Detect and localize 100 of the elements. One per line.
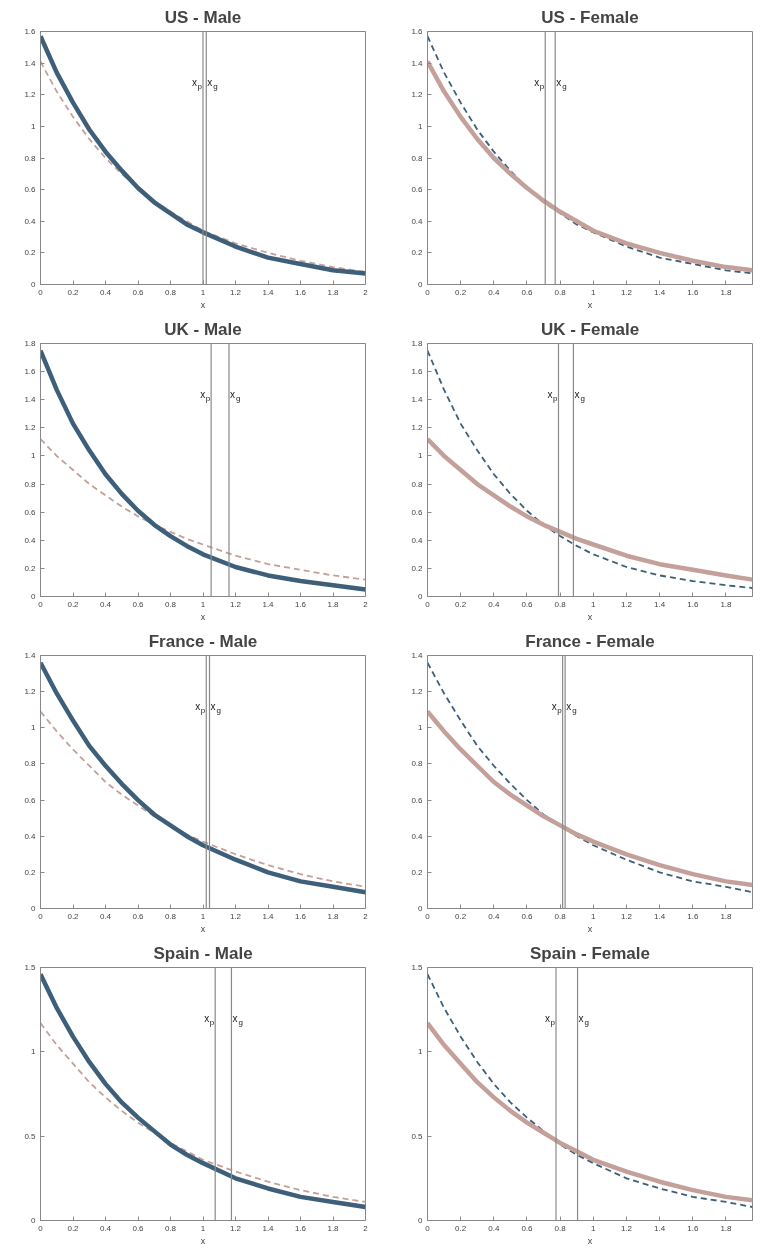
x-tick-label: 0.2 — [455, 599, 467, 609]
x-tick-label: 1.8 — [720, 1223, 733, 1233]
x-tick-label: 0.6 — [132, 1223, 145, 1233]
y-tick-label: 0.2 — [411, 867, 424, 877]
x-tick-label: 0.6 — [521, 911, 534, 921]
y-tick-label: 1.2 — [411, 687, 424, 697]
y-tick-label: 0.2 — [24, 248, 37, 258]
x-tick-label: 1.8 — [720, 911, 733, 921]
y-tick-label: 1.4 — [24, 395, 37, 405]
y-tick-label: 0.8 — [411, 479, 424, 489]
x-tick-label: 0.4 — [99, 911, 112, 921]
x-tick-label: 1.4 — [654, 287, 666, 297]
x-tick-label: 0 — [38, 911, 44, 921]
y-tick-label: 0.4 — [411, 216, 424, 226]
x-tick-label: 0.8 — [164, 911, 177, 921]
x-tick-label: 0.4 — [488, 287, 500, 297]
x-tick-label: 0.8 — [164, 599, 177, 609]
y-tick-label: 1.4 — [411, 651, 424, 660]
y-tick-label: 0.6 — [411, 185, 424, 195]
x-tick-label: 0.6 — [521, 599, 534, 609]
x-tick-label: 1.8 — [327, 599, 340, 609]
y-tick-label: 0.4 — [411, 535, 424, 545]
x-axis-title: x — [200, 1235, 206, 1246]
x-tick-label: 1 — [591, 911, 597, 921]
x-tick-label: 1.2 — [229, 911, 242, 921]
x-tick-label: 0.8 — [554, 911, 567, 921]
y-tick-label: 1.6 — [411, 27, 424, 36]
chart-title: France - Male — [148, 631, 258, 651]
x-tick-label: 0.4 — [99, 1223, 112, 1233]
y-tick-label: 1 — [418, 451, 424, 461]
x-axis-title: x — [587, 299, 593, 310]
x-tick-label: 1 — [591, 287, 597, 297]
x-tick-label: 1.8 — [327, 911, 340, 921]
x-tick-label: 0.6 — [132, 287, 145, 297]
y-tick-label: 0 — [31, 1216, 37, 1225]
y-tick-label: 0.6 — [411, 795, 424, 805]
y-tick-label: 1.4 — [24, 58, 37, 68]
y-tick-label: 0.4 — [24, 216, 37, 226]
x-axis-title: x — [587, 923, 593, 934]
x-tick-label: 0.2 — [67, 1223, 80, 1233]
y-tick-label: 1.4 — [411, 395, 424, 405]
x-tick-label: 1.2 — [620, 911, 633, 921]
y-tick-label: 1.2 — [24, 90, 37, 100]
x-tick-label: 1.4 — [654, 911, 666, 921]
x-tick-label: 0.4 — [99, 599, 112, 609]
x-tick-label: 1.6 — [687, 287, 699, 297]
chart-title: France - Female — [525, 631, 655, 651]
y-tick-label: 1.6 — [24, 27, 37, 36]
x-tick-label: 1.6 — [687, 1223, 699, 1233]
x-tick-label: 0.6 — [132, 599, 145, 609]
x-tick-label: 0.2 — [67, 911, 80, 921]
chart-title: UK - Male — [164, 319, 242, 339]
x-tick-label: 1.4 — [654, 1223, 666, 1233]
x-axis-title: x — [587, 611, 593, 622]
y-tick-label: 1.5 — [24, 963, 37, 972]
y-tick-label: 1.4 — [411, 58, 424, 68]
x-tick-label: 0 — [38, 599, 44, 609]
x-tick-label: 1.2 — [620, 287, 633, 297]
x-tick-label: 0.8 — [164, 1223, 177, 1233]
x-tick-label: 1 — [200, 1223, 206, 1233]
y-tick-label: 1.8 — [411, 339, 424, 348]
y-tick-label: 1.2 — [411, 90, 424, 100]
x-tick-label: 1 — [200, 599, 206, 609]
chart-title: Spain - Male — [153, 943, 253, 963]
y-tick-label: 1 — [418, 121, 424, 131]
x-tick-label: 0.8 — [164, 287, 177, 297]
x-tick-label: 0.8 — [554, 287, 567, 297]
x-tick-label: 0.6 — [132, 911, 145, 921]
y-tick-label: 1.2 — [24, 423, 37, 433]
x-tick-label: 0.2 — [67, 599, 80, 609]
x-tick-label: 0.4 — [488, 599, 500, 609]
y-tick-label: 0 — [31, 904, 37, 913]
x-tick-label: 0.4 — [488, 1223, 500, 1233]
y-tick-label: 1.2 — [411, 423, 424, 433]
x-tick-label: 0.6 — [521, 287, 534, 297]
y-tick-label: 0.4 — [411, 831, 424, 841]
x-tick-label: 0.8 — [554, 1223, 567, 1233]
x-tick-label: 1.8 — [720, 599, 733, 609]
y-tick-label: 1 — [31, 451, 37, 461]
y-tick-label: 1 — [418, 1047, 424, 1057]
y-tick-label: 0.4 — [24, 535, 37, 545]
y-tick-label: 0.8 — [411, 153, 424, 163]
x-tick-label: 1.2 — [229, 1223, 242, 1233]
y-tick-label: 0.2 — [24, 563, 37, 573]
x-tick-label: 0.4 — [488, 911, 500, 921]
x-tick-label: 0 — [425, 1223, 431, 1233]
y-tick-label: 0.6 — [24, 507, 37, 517]
x-axis-title: x — [200, 923, 206, 934]
y-tick-label: 1.6 — [24, 367, 37, 377]
x-axis-title: x — [200, 611, 206, 622]
y-tick-label: 0.2 — [411, 563, 424, 573]
y-tick-label: 1.5 — [411, 963, 424, 972]
x-tick-label: 1.4 — [262, 599, 275, 609]
x-tick-label: 1.2 — [229, 287, 242, 297]
y-tick-label: 1.2 — [24, 687, 37, 697]
x-tick-label: 0.8 — [554, 599, 567, 609]
x-axis-title: x — [200, 299, 206, 310]
y-tick-label: 1.4 — [24, 651, 37, 660]
y-tick-label: 0.4 — [24, 831, 37, 841]
y-tick-label: 1.8 — [24, 339, 37, 348]
